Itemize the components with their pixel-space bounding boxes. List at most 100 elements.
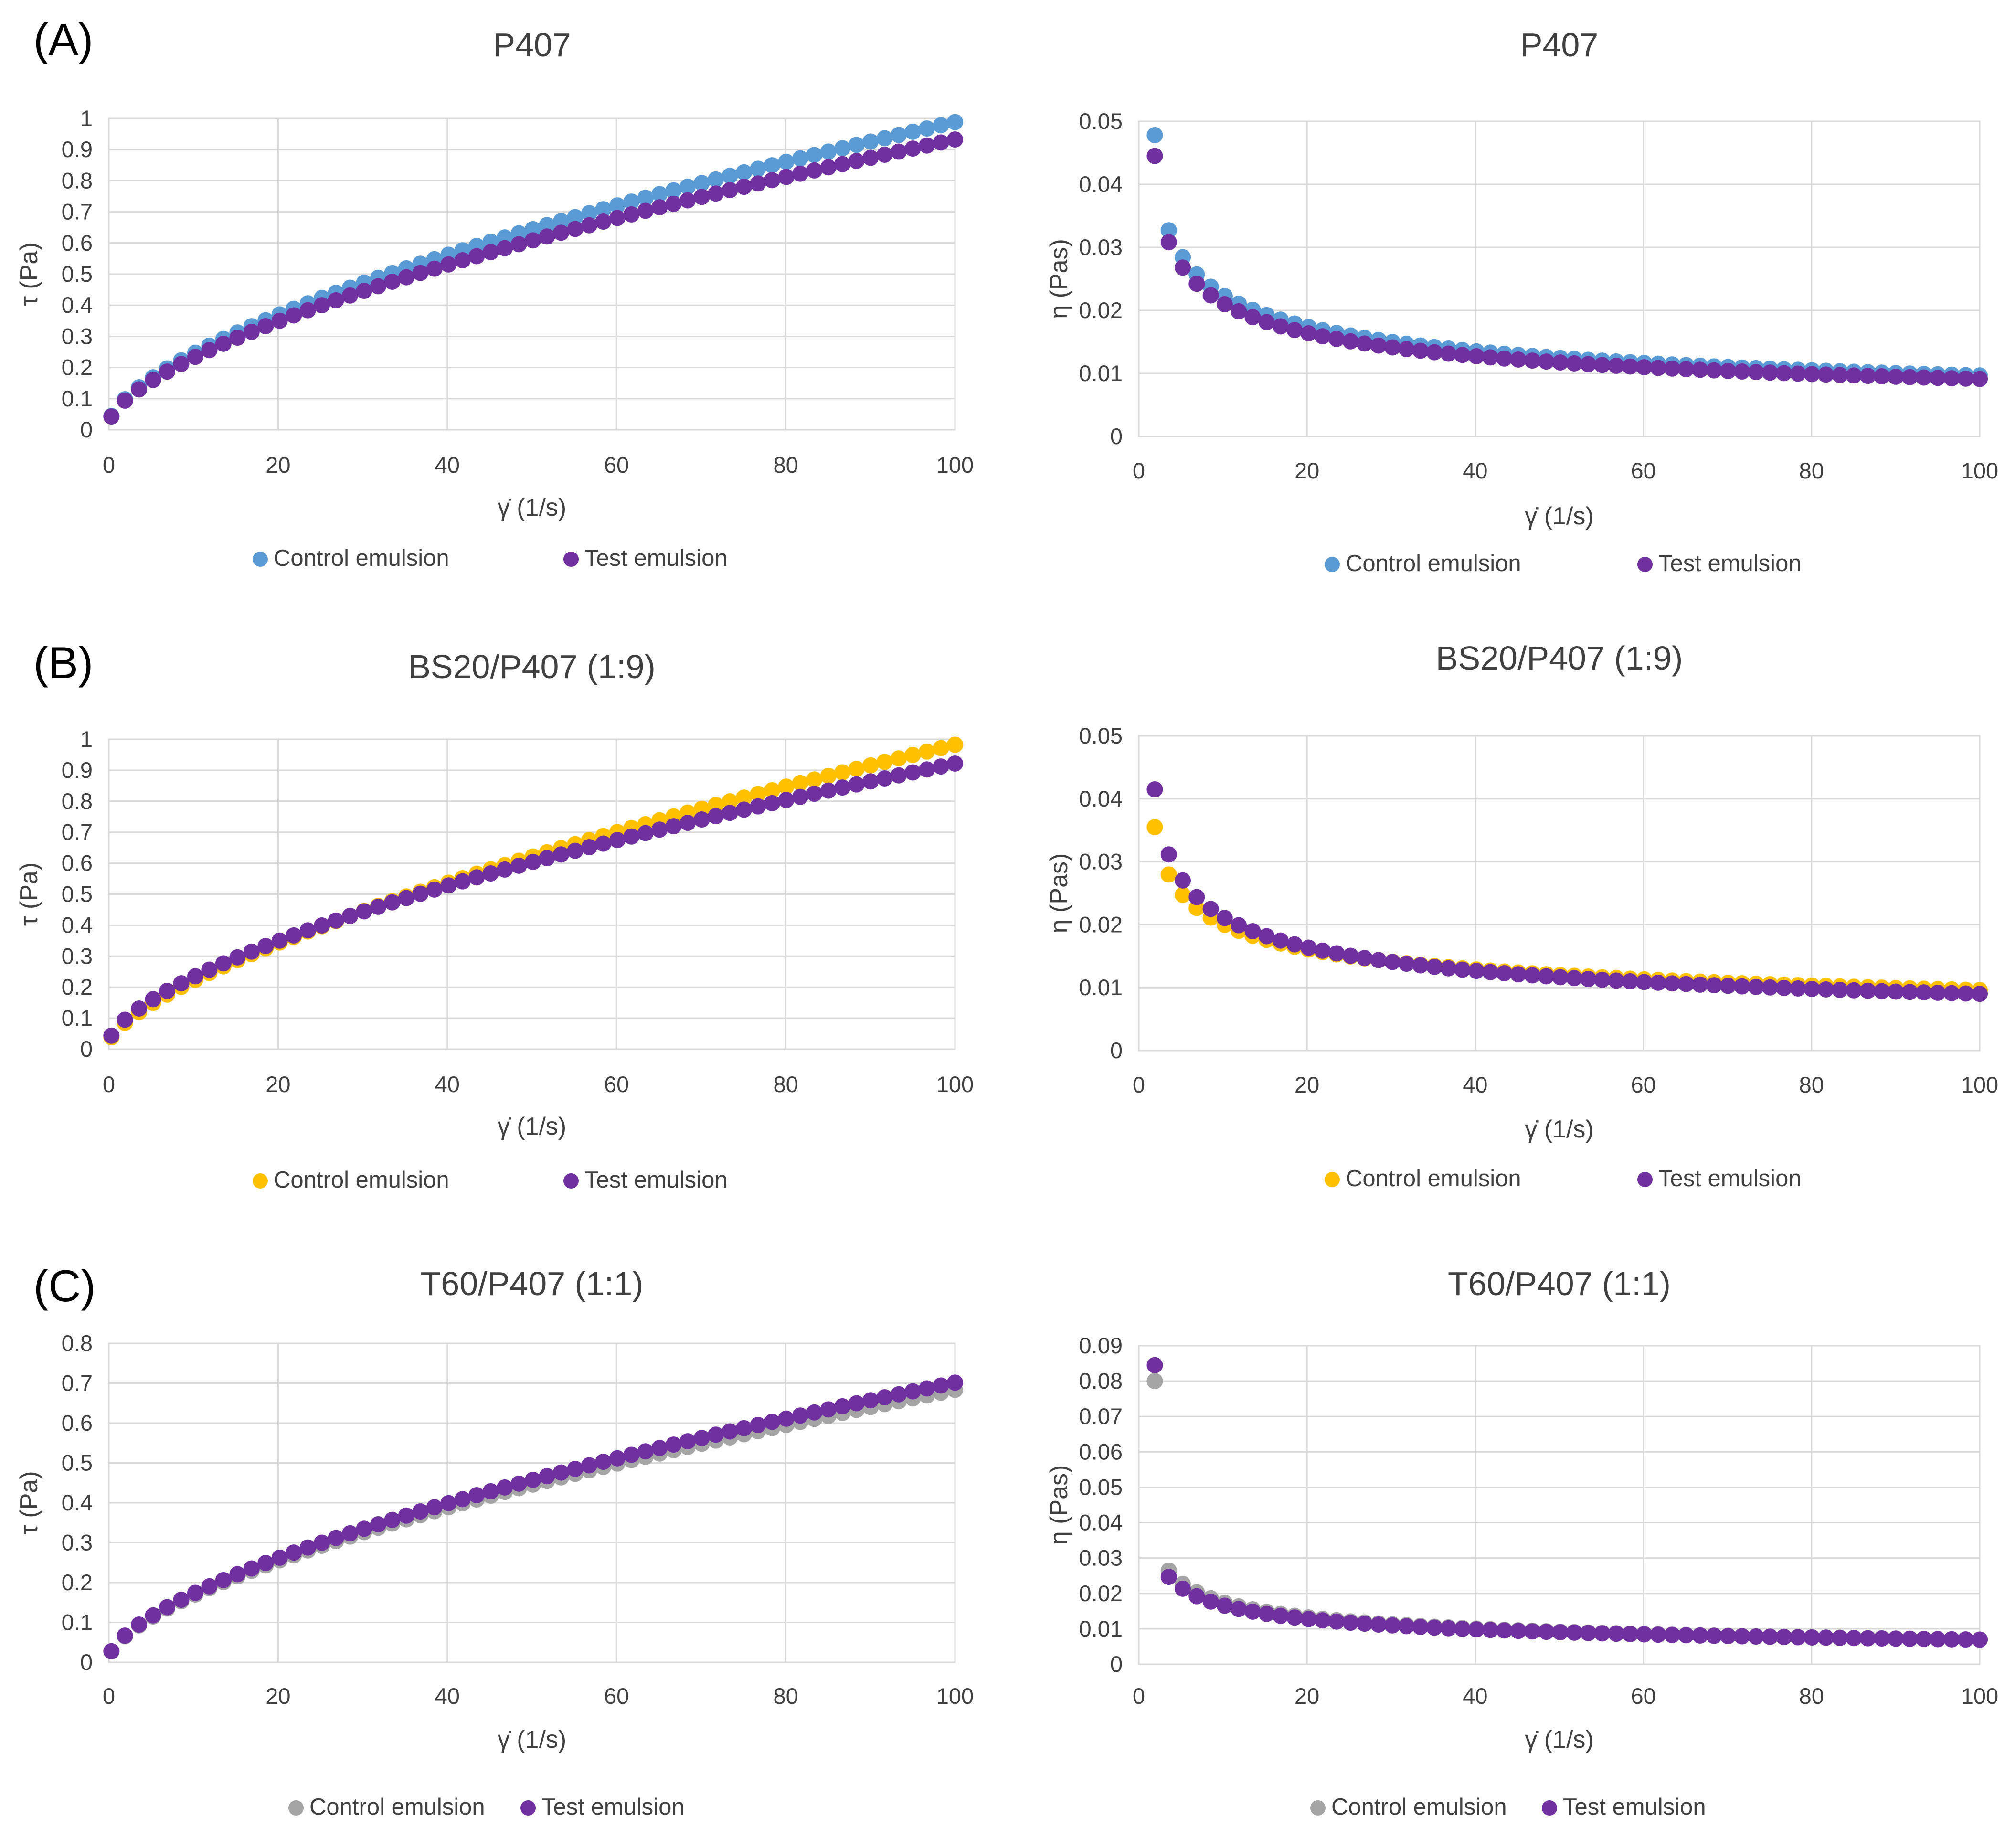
data-point	[708, 185, 724, 202]
data-point	[117, 1627, 133, 1644]
data-point	[1552, 354, 1569, 371]
data-point	[834, 1398, 851, 1414]
x-tick-label: 60	[604, 452, 629, 478]
data-point	[623, 1446, 640, 1463]
y-axis-label: τ (Pa)	[15, 1471, 43, 1534]
data-point	[1678, 976, 1695, 992]
data-point	[834, 156, 851, 172]
data-point	[1748, 1628, 1764, 1645]
y-tick-label: 0.6	[62, 1410, 93, 1435]
data-point	[933, 134, 949, 151]
data-point	[933, 117, 949, 134]
data-point	[1146, 1357, 1163, 1373]
data-point	[1202, 287, 1219, 304]
data-point	[1160, 222, 1177, 239]
data-point	[1342, 333, 1359, 350]
data-point	[933, 1377, 949, 1394]
chart-tau-a: P407 0 0.1 0.2 0.3 0.4 0.5 0.6 0.7 0.8 0.9 1 0 20 40 60…	[15, 26, 974, 571]
y-tick-label: 0	[80, 1649, 93, 1675]
data-point	[1440, 960, 1457, 977]
data-point	[1370, 1616, 1387, 1633]
y-tick-label: 0.01	[1079, 361, 1123, 386]
data-point	[1594, 1625, 1611, 1642]
legend-item-test: Test emulsion	[1542, 1794, 1706, 1820]
data-point	[876, 130, 893, 147]
data-point	[1160, 1569, 1177, 1585]
data-point	[1859, 1630, 1876, 1647]
data-point	[328, 912, 344, 929]
data-point	[778, 1410, 795, 1427]
data-point	[764, 795, 780, 811]
data-point	[1594, 357, 1611, 373]
series-control	[103, 736, 963, 1045]
data-point	[1175, 259, 1191, 276]
data-point	[848, 760, 865, 777]
data-point	[342, 1525, 359, 1541]
data-point	[1370, 337, 1387, 354]
data-point	[1874, 983, 1890, 999]
series-test	[103, 755, 963, 1044]
data-point	[1664, 360, 1680, 377]
chart-tau-b: BS20/P407 (1:9) 0 0.1 0.2 0.3 0.4 0.5 0.6 0.7 0.8…	[15, 648, 974, 1193]
data-point	[595, 835, 612, 852]
data-point	[1790, 980, 1806, 997]
data-point	[1580, 970, 1597, 987]
y-tick-label: 0.05	[1079, 723, 1123, 748]
y-tick-label: 0	[1110, 1651, 1123, 1677]
data-point	[904, 764, 921, 781]
data-point	[1859, 368, 1876, 384]
data-point	[1146, 819, 1163, 836]
data-point	[525, 232, 541, 249]
data-point	[1412, 957, 1429, 974]
data-point	[1286, 936, 1303, 953]
y-tick-label: 0.3	[62, 1530, 93, 1555]
y-tick-label: 0.5	[62, 882, 93, 907]
data-point	[1286, 1609, 1303, 1626]
data-point	[891, 127, 907, 143]
data-point	[778, 792, 795, 808]
chart-title: BS20/P407 (1:9)	[408, 648, 656, 685]
chart-tau-c: T60/P407 (1:1) 0 0.1 0.2 0.3 0.4 0.5 0.6 0.7 0.8 0…	[15, 1265, 974, 1820]
y-tick-label: 0.02	[1079, 912, 1123, 937]
data-point	[229, 949, 246, 966]
data-point	[1594, 971, 1611, 988]
data-point	[1790, 1629, 1806, 1646]
legend-item-test: Test emulsion	[563, 1167, 728, 1193]
data-point	[243, 943, 260, 960]
data-point	[722, 793, 738, 810]
series-control	[1146, 1373, 1988, 1648]
data-point	[398, 890, 414, 906]
data-point	[384, 894, 401, 911]
data-point	[1706, 1627, 1722, 1644]
data-point	[848, 776, 865, 793]
data-point	[708, 1426, 724, 1443]
data-point	[1874, 368, 1890, 384]
data-point	[722, 182, 738, 199]
data-point	[708, 797, 724, 813]
data-point	[1930, 370, 1946, 386]
data-point	[1706, 362, 1722, 379]
data-point	[891, 750, 907, 767]
data-point	[271, 932, 288, 949]
data-point	[1846, 367, 1862, 384]
legend-label: Test emulsion	[1658, 1166, 1802, 1191]
data-point	[665, 195, 682, 212]
data-point	[1776, 365, 1793, 382]
x-tick-label: 0	[1133, 1072, 1145, 1097]
data-point	[525, 853, 541, 870]
data-point	[1175, 886, 1191, 903]
data-point	[1342, 947, 1359, 964]
x-tick-label: 80	[1799, 1072, 1824, 1097]
data-point	[665, 818, 682, 835]
data-point	[1300, 325, 1317, 342]
data-point	[1888, 368, 1904, 385]
data-point	[637, 202, 654, 219]
y-tick-label: 0.9	[62, 137, 93, 162]
legend-label: Control emulsion	[274, 1167, 449, 1193]
data-point	[947, 114, 963, 130]
y-tick-label: 0.5	[62, 1450, 93, 1476]
y-tick-label: 0.2	[62, 974, 93, 999]
data-point	[567, 842, 584, 859]
data-point	[173, 975, 190, 992]
data-point	[623, 193, 640, 210]
